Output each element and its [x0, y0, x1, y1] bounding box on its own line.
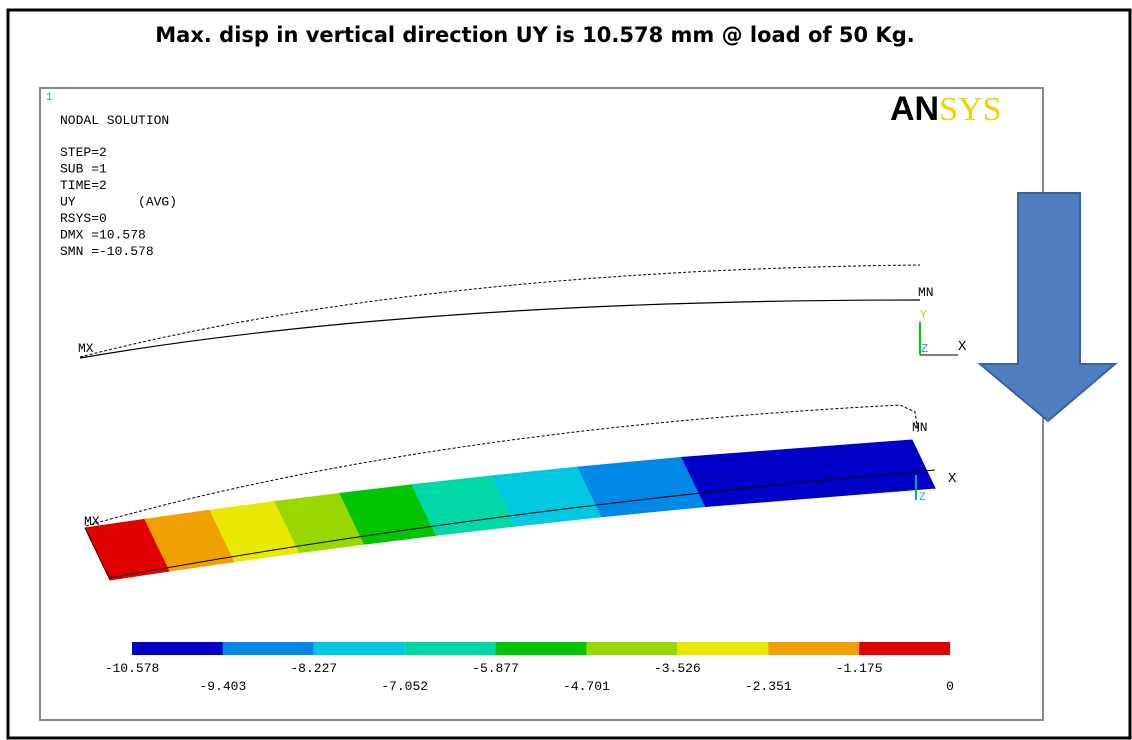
- legend-label: -3.526: [654, 661, 701, 676]
- legend-swatch: [859, 642, 950, 655]
- screenshot: Max. disp in vertical direction UY is 10…: [0, 0, 1132, 740]
- logo-light: SYS: [939, 91, 1001, 128]
- mn-label: MN: [918, 285, 934, 300]
- info-line: SMN =-10.578: [60, 244, 154, 259]
- legend-label: -7.052: [381, 679, 428, 694]
- legend-label: -4.701: [563, 679, 610, 694]
- legend-label: -1.175: [836, 661, 883, 676]
- legend-label: -10.578: [105, 661, 160, 676]
- triad-y-label: Y: [920, 308, 927, 322]
- info-line: TIME=2: [60, 178, 107, 193]
- triad-z-label-lower: Z: [919, 492, 926, 504]
- legend-swatch: [677, 642, 768, 655]
- window-number: 1: [46, 92, 53, 104]
- legend-swatch: [405, 642, 496, 655]
- info-line: DMX =10.578: [60, 228, 146, 243]
- info-line: NODAL SOLUTION: [60, 113, 169, 128]
- logo-dark: AN: [890, 90, 939, 128]
- legend-label: -8.227: [290, 661, 337, 676]
- info-line: UY (AVG): [60, 195, 177, 210]
- legend-swatch: [586, 642, 677, 655]
- title: Max. disp in vertical direction UY is 10…: [155, 23, 914, 47]
- legend-label: 0: [946, 679, 954, 694]
- legend-swatch: [314, 642, 405, 655]
- triad-z-label: Z: [921, 342, 928, 356]
- info-line: RSYS=0: [60, 211, 107, 226]
- mx-label-lower: MX: [84, 514, 100, 529]
- legend-swatch: [223, 642, 314, 655]
- logo: ANSYS: [890, 90, 1001, 128]
- legend-swatch: [496, 642, 587, 655]
- legend-label: -9.403: [199, 679, 246, 694]
- triad-x-label: X: [958, 339, 967, 355]
- mx-label: MX: [78, 341, 94, 356]
- legend-swatch: [768, 642, 859, 655]
- legend-label: -5.877: [472, 661, 519, 676]
- legend-label: -2.351: [745, 679, 792, 694]
- viewport: [40, 88, 1043, 720]
- info-line: STEP=2: [60, 145, 107, 160]
- legend-swatch: [132, 642, 223, 655]
- info-line: SUB =1: [60, 162, 107, 177]
- mn-label-lower: MN: [912, 420, 928, 435]
- triad-x-label-lower: X: [948, 471, 957, 487]
